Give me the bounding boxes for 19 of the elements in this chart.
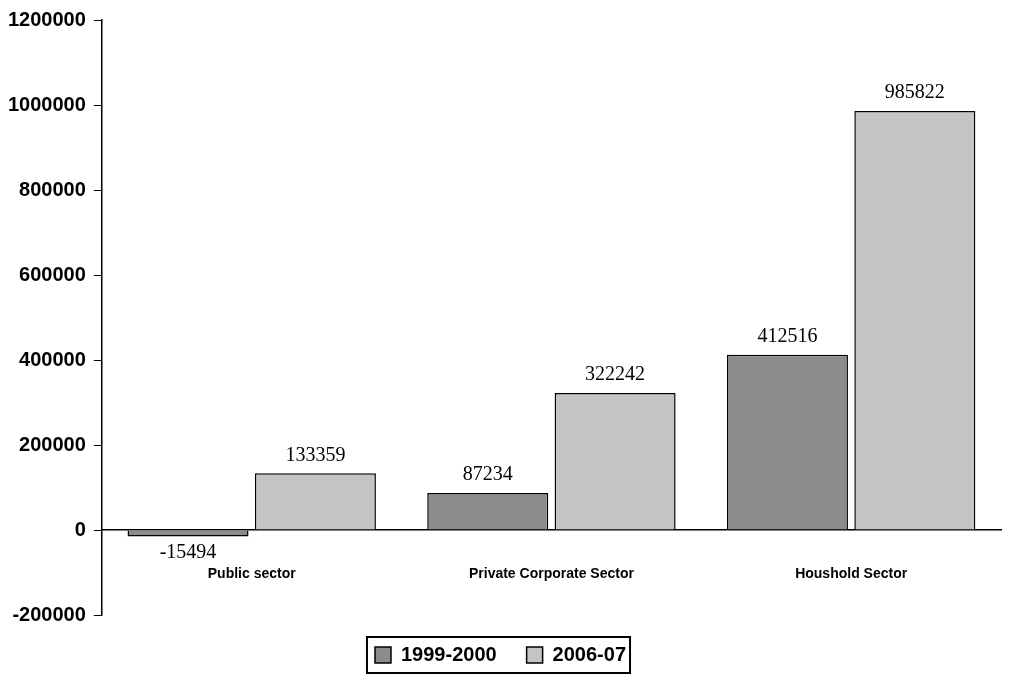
legend-label: 1999-2000 <box>400 642 497 665</box>
y-tick-label: 400000 <box>19 347 86 370</box>
data-label: 412516 <box>757 323 818 346</box>
y-tick-label: 1000000 <box>7 92 86 115</box>
data-label: 133359 <box>285 442 346 465</box>
data-label: -15494 <box>159 539 217 562</box>
y-tick-label: 0 <box>74 517 86 540</box>
x-tick-label: Private Corporate Sector <box>468 565 635 582</box>
x-tick-label: Houshold Sector <box>795 565 908 582</box>
data-label: 985822 <box>884 80 945 103</box>
y-tick-label: 600000 <box>19 262 86 285</box>
data-label: 322242 <box>585 362 646 385</box>
y-tick-label: 200000 <box>19 432 86 455</box>
y-tick-label: 800000 <box>19 177 86 200</box>
y-tick-label: -200000 <box>12 602 86 625</box>
legend-label: 2006-07 <box>552 642 627 665</box>
x-tick-label: Public sector <box>207 565 297 582</box>
data-label: 87234 <box>462 462 513 485</box>
y-tick-label: 1200000 <box>7 7 86 30</box>
